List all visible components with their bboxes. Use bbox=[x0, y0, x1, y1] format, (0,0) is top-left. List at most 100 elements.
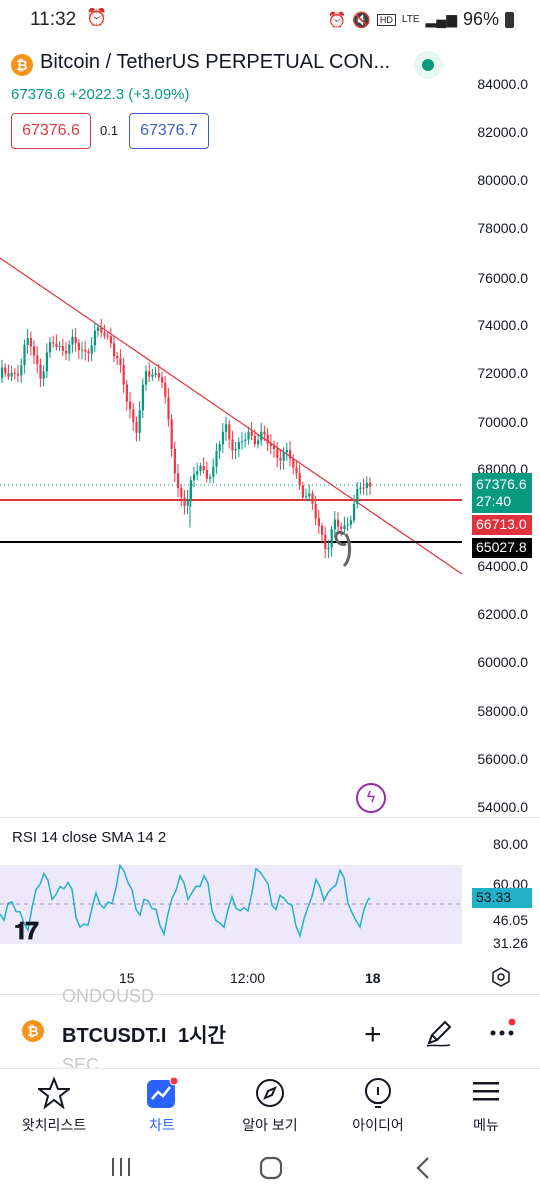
rsi-level-label: 46.05 bbox=[492, 912, 528, 928]
candle-body bbox=[39, 364, 42, 379]
rsi-current-tag: 53.33 bbox=[472, 888, 532, 908]
star-icon bbox=[38, 1077, 70, 1109]
add-plus-icon[interactable]: + bbox=[364, 1018, 382, 1051]
candle-body bbox=[145, 371, 148, 385]
handwritten-annotation bbox=[334, 530, 352, 568]
nav-explore[interactable]: 알아 보기 bbox=[216, 1069, 324, 1144]
trendline[interactable] bbox=[0, 257, 463, 575]
menu-icon bbox=[473, 1082, 499, 1101]
draw-pen-icon[interactable] bbox=[424, 1018, 454, 1053]
candle-body bbox=[301, 485, 304, 498]
nav-label: 아이디어 bbox=[352, 1117, 404, 1133]
candle-body bbox=[125, 384, 128, 402]
candle-body bbox=[340, 526, 343, 529]
candle-body bbox=[285, 449, 288, 453]
candle-body bbox=[225, 424, 228, 432]
ticker-row: ONDOUSD ₿ BTCUSDT.I 1시간 SEC + bbox=[0, 986, 540, 1075]
candle-body bbox=[273, 445, 276, 449]
nav-label: 알아 보기 bbox=[242, 1117, 298, 1133]
candle-body bbox=[20, 365, 23, 376]
candle-body bbox=[170, 419, 173, 449]
candle-body bbox=[167, 397, 170, 420]
candle-body bbox=[212, 466, 215, 478]
nav-ideas[interactable]: 아이디어 bbox=[324, 1069, 432, 1144]
candle-body bbox=[135, 421, 138, 433]
candle-body bbox=[218, 444, 221, 452]
mute-icon: 🔇 bbox=[352, 11, 371, 29]
candle-body bbox=[209, 477, 212, 479]
nav-menu[interactable]: 메뉴 bbox=[432, 1069, 540, 1144]
black-line-price-tag: 65027.8 bbox=[472, 538, 532, 558]
y-axis-label: 76000.0 bbox=[477, 270, 528, 286]
candle-body bbox=[148, 371, 151, 377]
nav-watchlist[interactable]: 왓치리스트 bbox=[0, 1069, 108, 1144]
candle-body bbox=[90, 345, 93, 354]
candlesticks bbox=[1, 318, 372, 559]
candle-body bbox=[4, 367, 7, 374]
candle-body bbox=[289, 449, 292, 459]
candle-body bbox=[103, 332, 106, 336]
candle-body bbox=[180, 487, 183, 498]
candle-body bbox=[113, 343, 116, 357]
system-nav-bar bbox=[0, 1143, 540, 1200]
y-axis-label: 72000.0 bbox=[477, 365, 528, 381]
settings-hexagon-icon[interactable] bbox=[491, 967, 511, 987]
candle-body bbox=[71, 336, 74, 345]
candle-body bbox=[157, 373, 160, 378]
recent-apps-icon[interactable] bbox=[110, 1157, 132, 1177]
candle-body bbox=[269, 443, 272, 446]
candle-body bbox=[1, 367, 4, 379]
network-type: LTE bbox=[401, 14, 420, 25]
candle-body bbox=[365, 482, 368, 488]
candle-body bbox=[308, 493, 311, 497]
rsi-label[interactable]: RSI 14 close SMA 14 2 bbox=[12, 829, 167, 846]
more-options-icon[interactable] bbox=[488, 1016, 518, 1046]
candle-body bbox=[266, 434, 269, 444]
y-axis-label: 58000.0 bbox=[477, 703, 528, 719]
candle-body bbox=[343, 525, 346, 529]
candle-body bbox=[337, 519, 340, 527]
buy-price-button[interactable]: 67376.7 bbox=[129, 113, 209, 149]
candle-body bbox=[55, 343, 58, 348]
back-icon[interactable] bbox=[415, 1156, 431, 1180]
lightning-icon[interactable]: ϟ bbox=[356, 783, 386, 813]
candle-body bbox=[106, 335, 109, 337]
status-bar: 11:32 ⏰ ⏰ 🔇 HD LTE ▂▄▆ 96% bbox=[0, 0, 540, 40]
y-axis-label: 82000.0 bbox=[477, 124, 528, 140]
candle-body bbox=[244, 439, 247, 442]
candle-body bbox=[7, 373, 10, 377]
candle-body bbox=[173, 448, 176, 474]
candle-body bbox=[196, 471, 199, 475]
candle-body bbox=[129, 401, 132, 410]
candle-body bbox=[77, 342, 80, 351]
candle-body bbox=[164, 382, 167, 398]
y-axis-label: 84000.0 bbox=[477, 76, 528, 92]
nav-chart[interactable]: 차트 bbox=[108, 1069, 216, 1144]
candle-body bbox=[87, 351, 90, 354]
nav-label: 왓치리스트 bbox=[21, 1117, 87, 1133]
bitcoin-logo-icon: ₿ bbox=[11, 54, 33, 76]
candle-body bbox=[237, 442, 240, 450]
candle-body bbox=[119, 358, 122, 366]
pane-divider[interactable] bbox=[0, 817, 540, 818]
home-icon[interactable] bbox=[259, 1156, 283, 1180]
candle-body bbox=[97, 327, 100, 331]
rsi-line bbox=[0, 863, 371, 939]
candle-body bbox=[362, 487, 365, 489]
candle-body bbox=[29, 338, 32, 347]
compass-icon bbox=[256, 1079, 284, 1107]
y-axis-label: 60000.0 bbox=[477, 654, 528, 670]
countdown-timer: 27:40 bbox=[476, 493, 512, 509]
interval-label[interactable]: 1시간 bbox=[178, 1025, 226, 1047]
candle-body bbox=[183, 497, 186, 506]
sell-price-button[interactable]: 67376.6 bbox=[11, 113, 91, 149]
y-axis-label: 80000.0 bbox=[477, 172, 528, 188]
candle-body bbox=[186, 498, 189, 506]
price-chart[interactable] bbox=[0, 0, 540, 1000]
alarm-clock-icon: ⏰ bbox=[86, 8, 108, 27]
bitcoin-icon: ₿ bbox=[22, 1020, 44, 1042]
battery-percent: 96% bbox=[462, 9, 499, 29]
candle-body bbox=[52, 342, 55, 344]
symbol-button[interactable]: BTCUSDT.I 1시간 bbox=[62, 1019, 226, 1048]
market-status-icon[interactable] bbox=[414, 51, 442, 79]
